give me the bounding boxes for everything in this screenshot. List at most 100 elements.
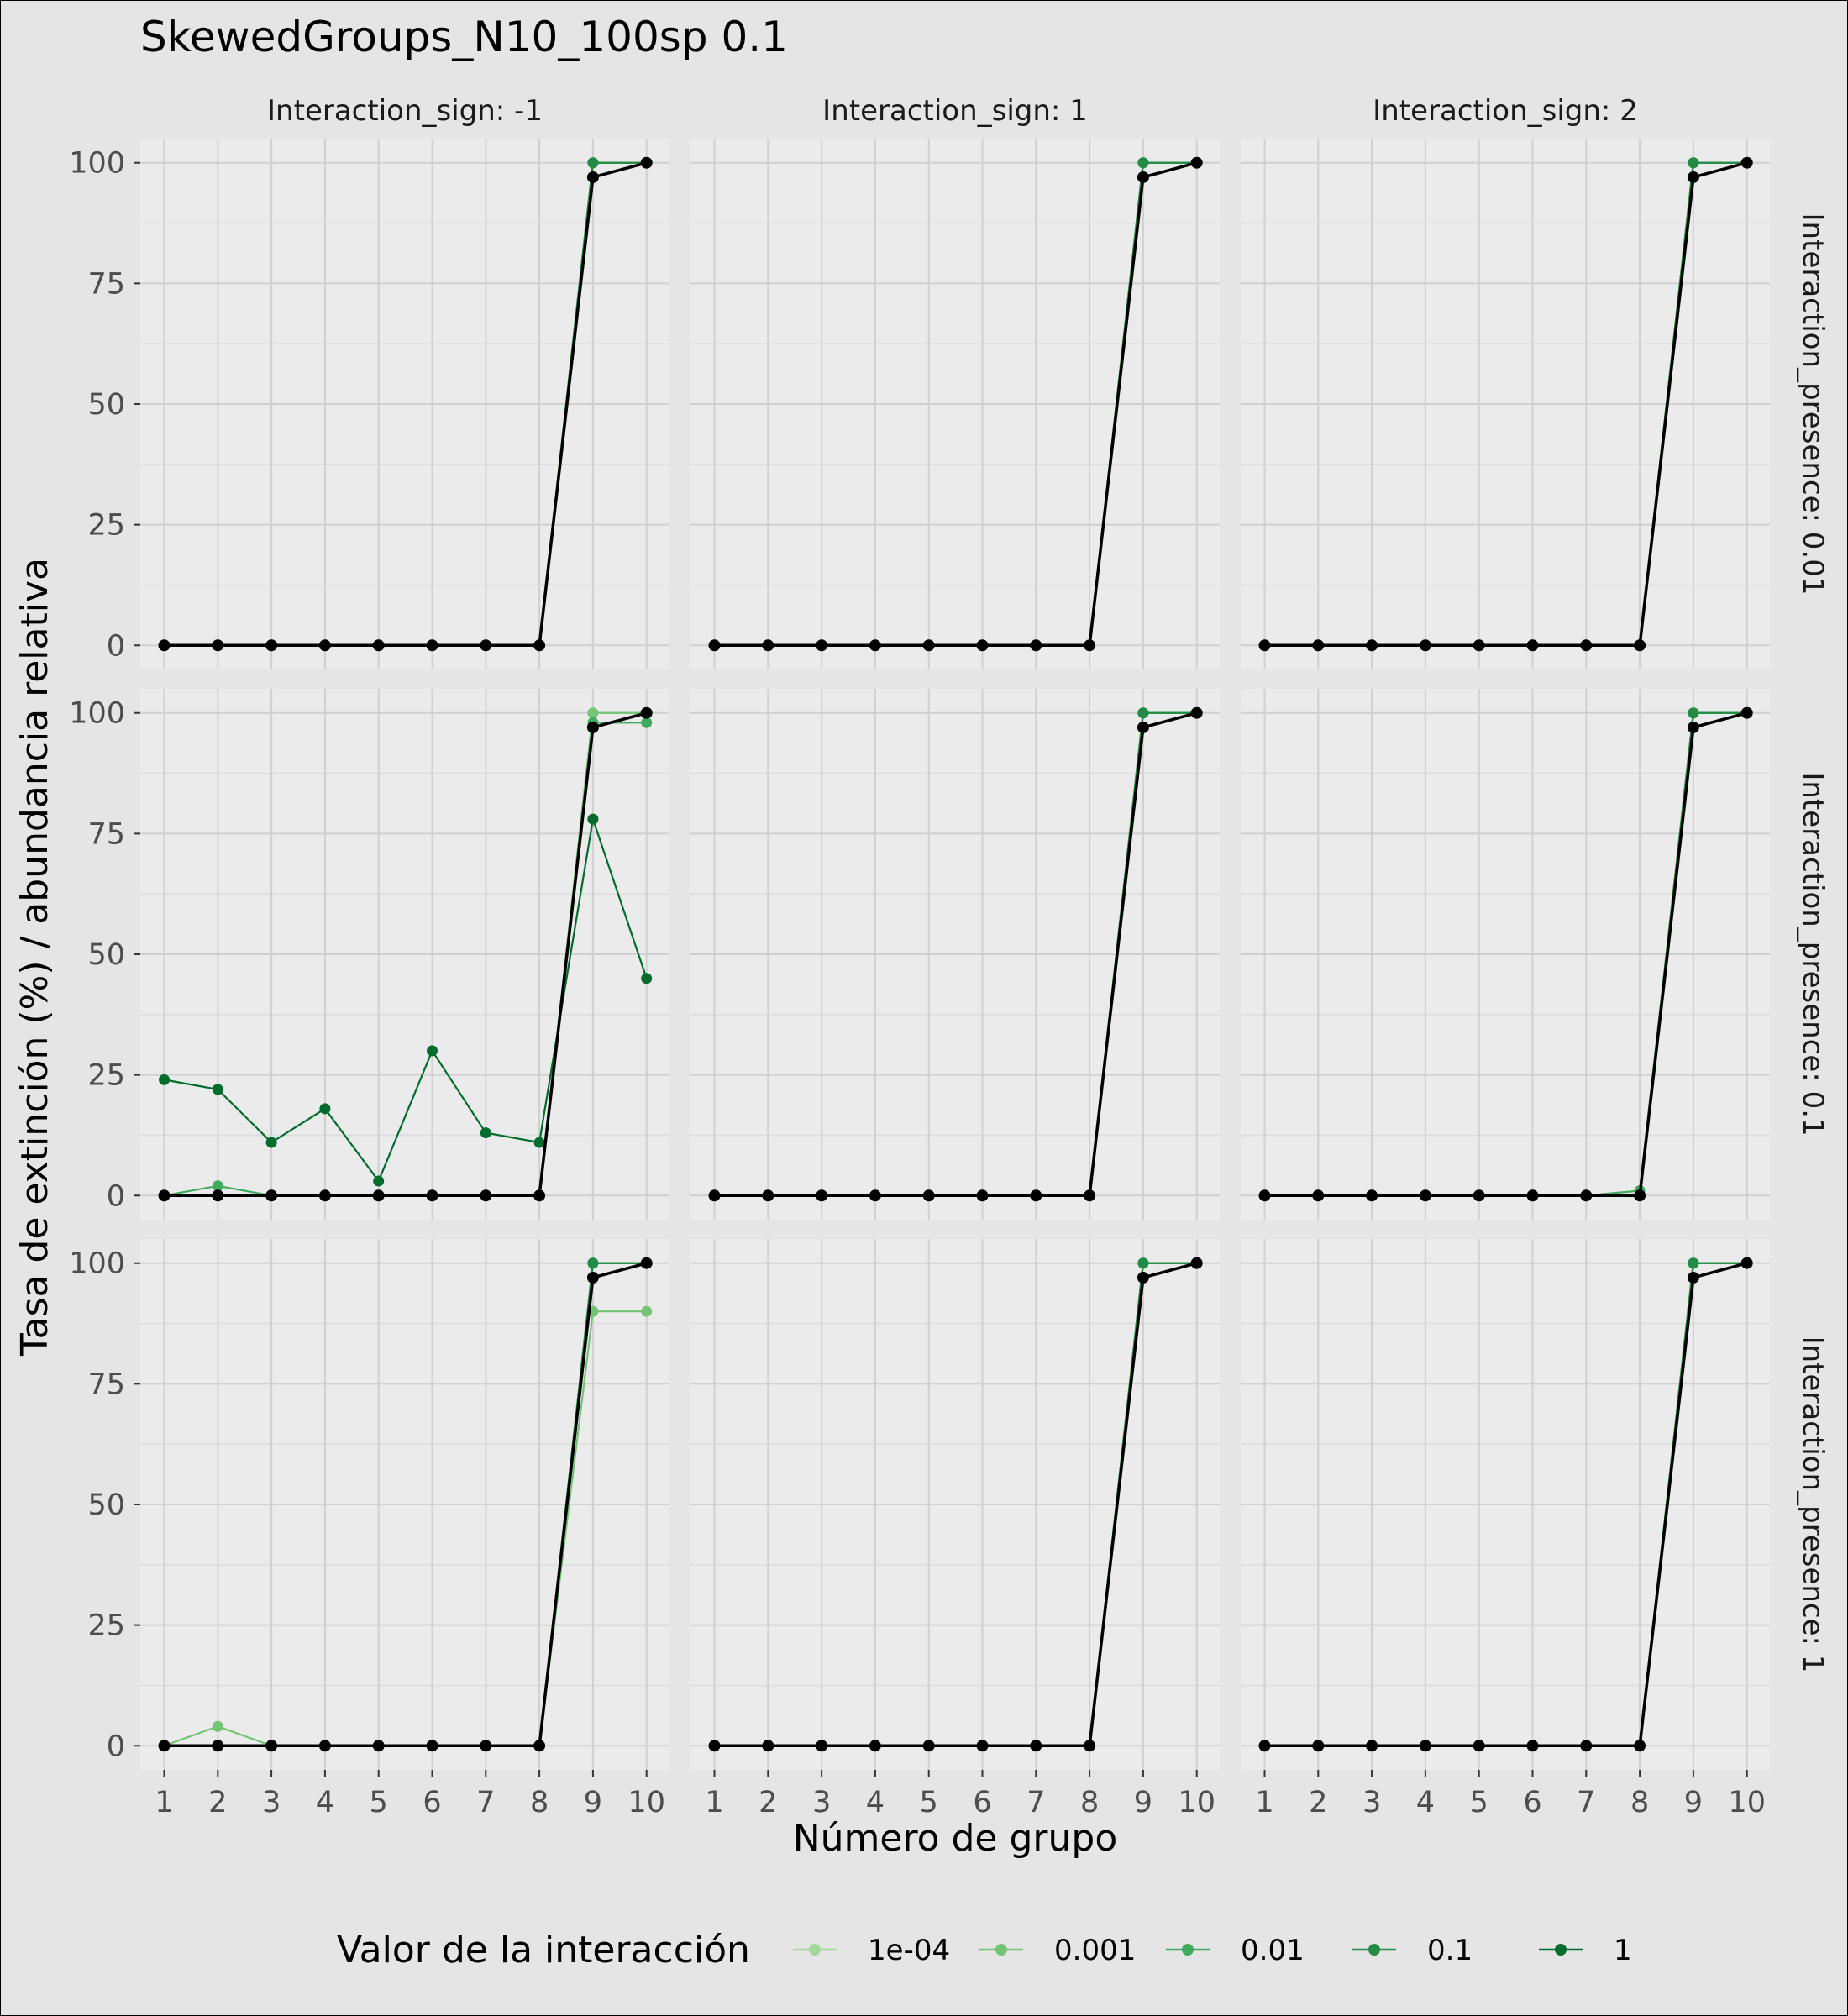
data-point (708, 1189, 721, 1202)
series-line-reference (1264, 161, 1748, 648)
data-point (762, 639, 774, 652)
legend-entry-0.1: 0.1 (1352, 1934, 1473, 1967)
series-line-1 (164, 818, 648, 1183)
legend-label: 0.001 (1054, 1934, 1136, 1967)
series-line-reference (1264, 711, 1748, 1198)
legend-key-point (1555, 1944, 1567, 1956)
panel-r1-c2: Interaction_sign: 1 (690, 94, 1220, 669)
data-point (1740, 706, 1753, 719)
data-point (1084, 1740, 1096, 1752)
data-point (426, 639, 438, 652)
y-tick-label: 75 (87, 1368, 125, 1401)
data-point (1634, 1189, 1646, 1202)
data-point (426, 1740, 438, 1752)
x-tick-label: 5 (920, 1786, 938, 1819)
data-point (1190, 706, 1203, 719)
data-point (586, 171, 599, 183)
facet-strip-row: Interaction_presence: 0.01 (1796, 213, 1830, 596)
legend-key-point (1368, 1944, 1380, 1956)
data-point (533, 1740, 546, 1752)
data-point (1137, 171, 1149, 183)
data-point (586, 721, 599, 733)
data-point (1030, 1189, 1042, 1202)
data-point (159, 1074, 170, 1085)
data-point (1419, 639, 1431, 652)
data-point (480, 1740, 492, 1752)
data-point (869, 1189, 881, 1202)
x-tick-label: 6 (1523, 1786, 1541, 1819)
facet-strip-row: Interaction_presence: 1 (1796, 1336, 1830, 1673)
data-point (1190, 156, 1203, 169)
data-point (212, 1189, 224, 1202)
y-tick-label: 50 (87, 388, 125, 422)
data-point (1740, 156, 1753, 169)
data-point (976, 639, 989, 652)
data-point (762, 1189, 774, 1202)
x-tick-label: 7 (476, 1786, 495, 1819)
data-point (1312, 1740, 1325, 1752)
x-tick-label: 9 (1134, 1786, 1152, 1819)
data-point (533, 639, 546, 652)
legend-entry-0.01: 0.01 (1166, 1934, 1305, 1967)
x-tick-label: 3 (262, 1786, 281, 1819)
series-line-reference (164, 711, 648, 1198)
data-point (480, 1127, 491, 1139)
data-point (1473, 1740, 1485, 1752)
data-point (587, 707, 599, 719)
data-point (1419, 1740, 1431, 1752)
legend-entry-0.001: 0.001 (979, 1934, 1136, 1967)
data-point (1688, 1257, 1699, 1269)
data-point (1526, 1189, 1539, 1202)
data-point (1137, 1257, 1149, 1269)
data-point (372, 639, 385, 652)
data-point (869, 1740, 881, 1752)
y-tick-label: 75 (87, 817, 125, 851)
data-point (1688, 707, 1699, 719)
y-tick-label: 100 (69, 147, 125, 181)
x-tick-label: 9 (584, 1786, 602, 1819)
data-point (1366, 1189, 1378, 1202)
data-point (1137, 721, 1149, 733)
data-point (318, 639, 331, 652)
x-tick-label: 5 (1470, 1786, 1488, 1819)
data-point (1084, 639, 1096, 652)
data-point (372, 1189, 385, 1202)
series-line-reference (714, 711, 1198, 1198)
data-point (816, 1189, 828, 1202)
data-point (318, 1740, 331, 1752)
data-point (816, 1740, 828, 1752)
data-point (1312, 639, 1325, 652)
facet-strip-column: Interaction_sign: -1 (267, 94, 543, 128)
data-point (816, 639, 828, 652)
x-axis-title: Número de grupo (793, 1817, 1118, 1860)
data-point (265, 1189, 278, 1202)
data-point (1580, 639, 1593, 652)
data-point (265, 1740, 278, 1752)
data-point (212, 1084, 223, 1095)
data-point (922, 639, 935, 652)
data-point (587, 157, 599, 169)
legend-label: 1e-04 (868, 1934, 950, 1967)
panel-r3-c2: 1 2 3 4 5 6 7 8 9 10 (690, 1239, 1220, 1819)
series-line-reference (164, 1262, 648, 1748)
x-tick-label: 8 (1080, 1786, 1099, 1819)
data-point (1526, 1740, 1539, 1752)
data-point (1366, 639, 1378, 652)
data-point (762, 1740, 774, 1752)
y-tick-label: 25 (87, 509, 125, 543)
data-point (212, 1720, 223, 1732)
data-point (640, 156, 653, 169)
panel-r2-c1: 0 25 50 75 100 (69, 689, 669, 1220)
data-point (1137, 157, 1149, 169)
facet-strip-row: Interaction_presence: 0.1 (1796, 772, 1830, 1136)
panel-r3-c1: 0 25 50 75 100 1 2 3 4 5 6 7 8 9 10 (69, 1239, 669, 1819)
data-point (708, 639, 721, 652)
data-point (1190, 1257, 1203, 1269)
series-line-reference (1264, 1262, 1748, 1748)
x-tick-label: 8 (1630, 1786, 1649, 1819)
y-tick-label: 25 (87, 1609, 125, 1643)
legend: Valor de la interacción 1e-04 0.001 0.01 0.… (337, 1929, 1632, 1971)
x-tick-label: 6 (973, 1786, 991, 1819)
x-tick-label: 3 (812, 1786, 831, 1819)
data-point (1634, 639, 1646, 652)
